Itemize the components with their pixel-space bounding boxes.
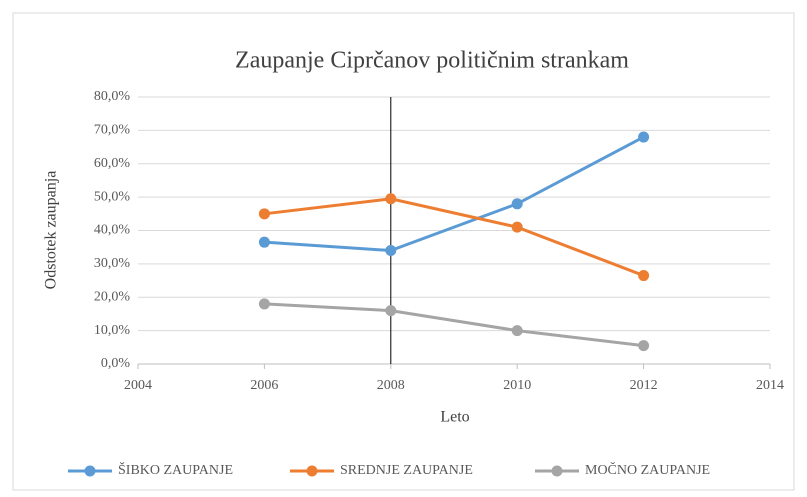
point [258,208,270,220]
x-tick-label: 2010 [503,378,531,393]
point [511,221,523,233]
point [638,270,650,282]
x-tick-label: 2004 [124,378,152,393]
point [511,198,523,210]
point [258,298,270,310]
series-line [264,197,645,277]
y-tick-label: 70,0% [94,123,131,138]
x-tick-label: 2012 [630,378,658,393]
y-axis-title: Odstotek zaupanja [43,171,60,290]
legend-marker [306,465,318,477]
legend-label: SREDNJE ZAUPANJE [340,463,473,478]
point [511,325,523,337]
legend-label: MOČNO ZAUPANJE [585,461,710,478]
point [385,193,397,205]
x-axis-title: Leto [440,409,469,426]
point [385,245,397,257]
y-tick-label: 50,0% [94,189,131,204]
legend-marker [551,465,563,477]
point [638,340,650,352]
y-tick-label: 60,0% [94,156,131,171]
point [385,305,397,317]
y-tick-label: 10,0% [94,323,131,338]
y-tick-label: 40,0% [94,223,131,238]
x-tick-label: 2008 [377,378,405,393]
point [258,236,270,248]
x-tick-label: 2006 [250,378,278,393]
legend-marker [84,465,96,477]
y-tick-label: 30,0% [94,256,131,271]
y-tick-label: 0,0% [101,356,131,371]
legend-label: ŠIBKO ZAUPANJE [118,461,233,478]
series-line [264,135,645,253]
y-tick-label: 20,0% [94,289,131,304]
series-line [264,302,644,348]
y-tick-label: 80,0% [94,89,131,104]
chart-border [12,12,795,491]
point [638,131,650,143]
x-tick-label: 2014 [756,378,784,393]
chart-title: Zaupanje Ciprčanov političnim strankam [235,48,629,74]
